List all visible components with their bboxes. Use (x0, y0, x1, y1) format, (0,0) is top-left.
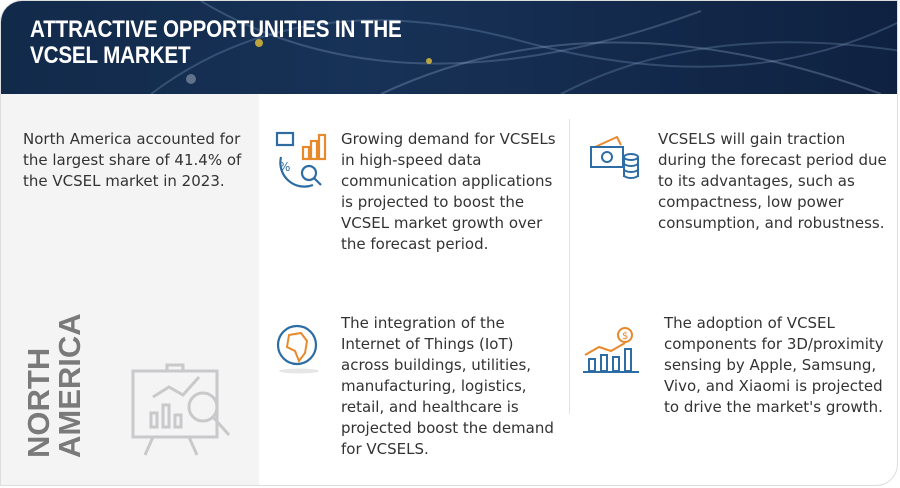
opportunity-card-advantages: VCSELS will gain traction during the for… (658, 130, 887, 232)
data-analytics-icon: % (275, 131, 327, 188)
region-label: NORTH AMERICA (21, 313, 87, 458)
svg-text:$: $ (622, 331, 628, 342)
header-banner: ATTRACTIVE OPPORTUNITIES IN THE VCSEL MA… (1, 1, 897, 94)
opportunity-card-data-communication: Growing demand for VCSELs in high-speed … (341, 130, 556, 253)
region-summary: North America accounted for the largest … (23, 130, 242, 190)
opportunity-card-iot: The integration of the Internet of Thing… (341, 314, 554, 458)
money-coins-icon (590, 135, 639, 179)
page-title: ATTRACTIVE OPPORTUNITIES IN THE VCSEL MA… (30, 16, 402, 69)
opportunity-card-3d-sensing: The adoption of VCSEL components for 3D/… (664, 314, 884, 416)
growth-chart-dollar-icon: $ (583, 327, 639, 373)
globe-icon (276, 324, 319, 374)
svg-text:%: % (279, 160, 290, 174)
presentation-analytics-icon (131, 363, 231, 456)
column-divider (569, 119, 570, 414)
fiber-optic-background (150, 1, 897, 94)
